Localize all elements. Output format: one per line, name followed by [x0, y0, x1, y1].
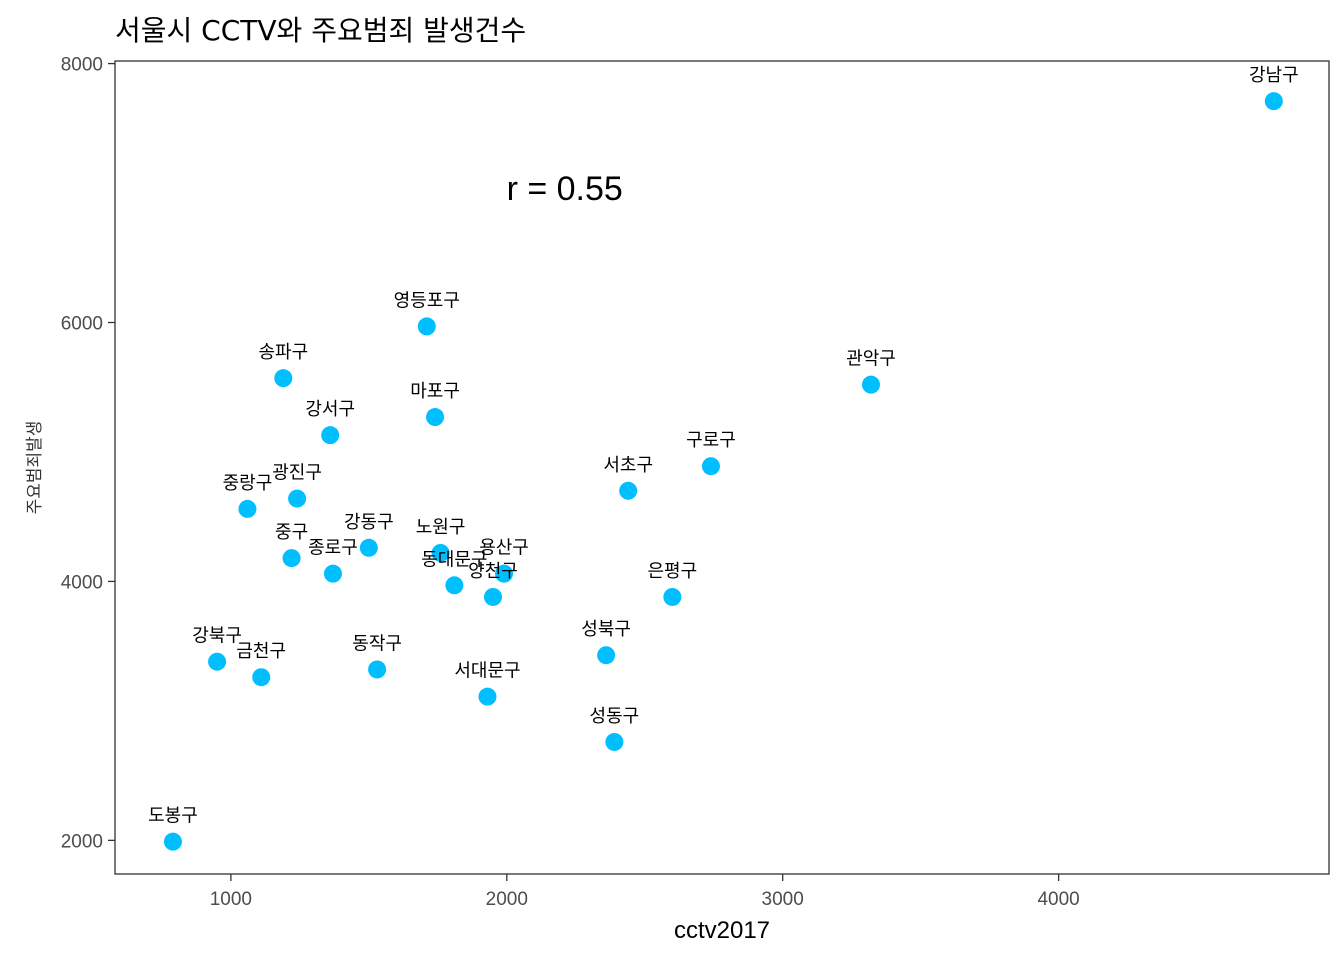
data-point [282, 549, 301, 568]
data-point [321, 426, 340, 445]
chart-title: 서울시 CCTV와 주요범죄 발생건수 [115, 14, 526, 47]
x-tick-label: 2000 [486, 889, 528, 910]
point-label: 양천구 [468, 561, 518, 582]
point-label: 관악구 [846, 349, 896, 370]
point-label: 강남구 [1249, 65, 1299, 86]
data-point [478, 687, 497, 706]
point-label: 은평구 [647, 561, 697, 582]
y-tick-label: 8000 [61, 55, 103, 76]
y-tick-label: 4000 [61, 572, 103, 593]
point-label: 중구 [275, 522, 308, 543]
data-point [1264, 92, 1283, 111]
data-point [483, 587, 502, 606]
data-point [368, 660, 387, 679]
x-tick-label: 3000 [762, 889, 804, 910]
correlation-annotation: r = 0.55 [507, 170, 623, 208]
data-point [445, 576, 464, 595]
point-label: 금천구 [236, 641, 286, 662]
point-label: 구로구 [686, 430, 736, 451]
point-label: 동대문구 [421, 549, 487, 570]
point-label: 마포구 [410, 381, 460, 402]
y-tick-label: 6000 [61, 314, 103, 335]
x-axis-title: cctv2017 [674, 917, 770, 944]
point-label: 동작구 [352, 633, 402, 654]
plot-panel-border [114, 60, 1330, 875]
data-point [597, 646, 616, 665]
data-point [426, 408, 445, 427]
point-label: 성동구 [590, 706, 640, 727]
data-point [431, 543, 450, 562]
point-label: 송파구 [258, 342, 308, 363]
point-label: 광진구 [272, 463, 322, 484]
point-label: 서대문구 [454, 661, 520, 682]
axes: 1000 2000 3000 4000 2000 4000 6000 8000 [61, 55, 1080, 910]
data-point [495, 564, 514, 583]
data-point [323, 564, 342, 583]
point-label: 종로구 [308, 538, 358, 559]
point-label: 용산구 [479, 538, 529, 559]
data-point [274, 369, 293, 388]
data-point [288, 489, 307, 508]
point-label: 강동구 [344, 512, 394, 533]
x-tick-label: 1000 [210, 889, 252, 910]
point-label: 강서구 [305, 399, 355, 420]
point-label: 도봉구 [148, 806, 198, 827]
data-point [238, 499, 257, 518]
point-label: 노원구 [416, 517, 466, 538]
point-label: 중랑구 [223, 473, 273, 494]
point-label: 강북구 [192, 626, 242, 647]
data-point [417, 317, 436, 336]
data-point [701, 457, 720, 476]
data-point [605, 732, 624, 751]
points-layer [163, 92, 1283, 851]
data-point [163, 832, 182, 851]
point-label: 영등포구 [394, 290, 460, 311]
x-tick-label: 4000 [1037, 889, 1079, 910]
point-label: 서초구 [603, 455, 653, 476]
data-point [861, 375, 880, 394]
data-point [663, 587, 682, 606]
data-point [252, 668, 271, 687]
data-point [208, 652, 227, 671]
data-point [359, 538, 378, 557]
data-point [619, 481, 638, 500]
y-tick-label: 2000 [61, 831, 103, 852]
y-axis-title: 주요범죄발생 [25, 421, 45, 515]
point-label: 성북구 [581, 619, 631, 640]
